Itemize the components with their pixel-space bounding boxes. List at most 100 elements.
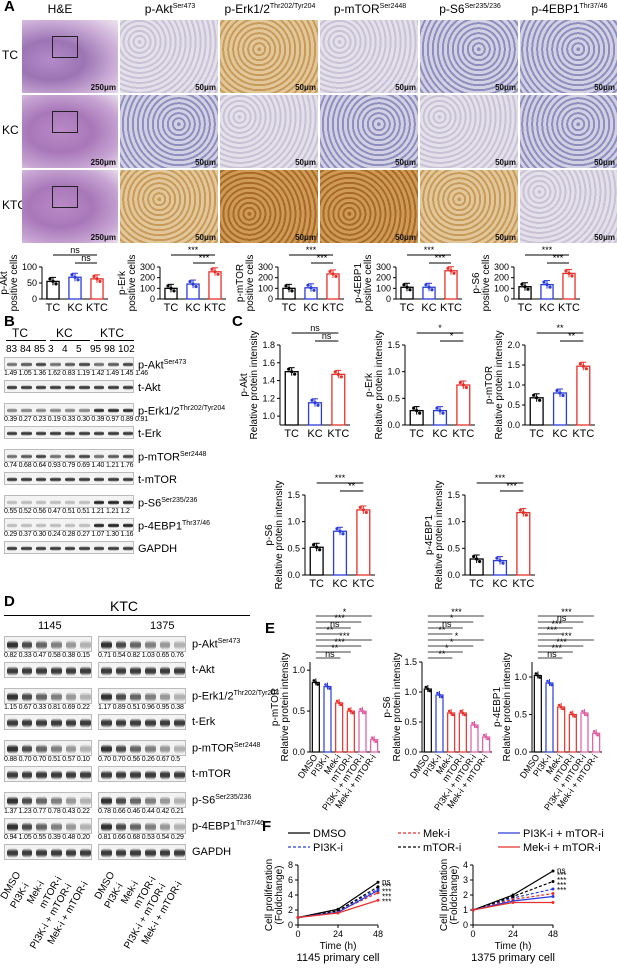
data-point — [551, 892, 555, 895]
protein-band — [93, 454, 105, 459]
protein-band — [21, 692, 33, 702]
protein-band — [36, 822, 47, 832]
data-point — [536, 674, 540, 677]
protein-band — [122, 546, 133, 551]
label-main: p-Erk1/2 — [192, 690, 234, 703]
y-tick-label: 200 — [140, 273, 155, 283]
quant-values: 1.49 1.05 1.36 1.62 0.83 1.19 1.42 1.49 … — [4, 370, 148, 377]
protein-band — [80, 848, 91, 858]
protein-band — [115, 718, 127, 728]
data-point — [471, 908, 475, 912]
protein-band — [51, 718, 62, 728]
label-main: p-mTOR — [192, 742, 234, 755]
scale-bar-label: 50μm — [594, 83, 615, 92]
data-point — [194, 284, 198, 289]
scale-bar-label: 50μm — [395, 83, 416, 92]
sig-label: *** — [495, 473, 506, 483]
blot-strip — [4, 662, 92, 678]
protein-band — [35, 385, 47, 390]
sig-label: *** — [556, 637, 567, 647]
data-point — [581, 364, 585, 368]
data-point — [370, 736, 374, 740]
protein-band — [64, 408, 76, 413]
protein-band — [7, 796, 18, 806]
y-axis-label: Cell proliferation — [264, 859, 275, 931]
protein-band — [174, 666, 185, 676]
quant-values: 1.15 0.67 0.33 0.81 0.69 0.22 — [4, 704, 90, 711]
ihc-image: 50μm — [220, 95, 318, 168]
protein-band — [35, 500, 47, 505]
data-point — [290, 370, 294, 374]
y-tick-label: 1.0 — [514, 672, 527, 682]
protein-band — [21, 523, 32, 528]
label-main: p-4EBP1 — [531, 2, 580, 16]
sig-label: *** — [547, 625, 558, 635]
sig-label: *** — [424, 245, 435, 255]
sig-label: *** — [188, 245, 199, 255]
data-point — [347, 707, 351, 711]
y-tick-label: 3 — [463, 875, 468, 885]
protein-band — [101, 848, 112, 858]
protein-band — [50, 385, 61, 390]
data-point — [464, 385, 468, 390]
scale-bar-label: 50μm — [295, 158, 316, 167]
protein-band — [21, 718, 33, 728]
bar — [356, 509, 371, 576]
data-point — [54, 282, 58, 286]
protein-band — [21, 546, 32, 551]
x-category-label: KC — [332, 578, 347, 590]
scale-bar-label: 50μm — [495, 158, 516, 167]
data-point — [216, 272, 220, 276]
protein-band — [7, 500, 18, 505]
protein-band — [36, 848, 47, 858]
protein-band — [174, 718, 185, 728]
blot-strip — [98, 844, 186, 860]
data-point — [405, 285, 409, 289]
y-tick-label: 1.5 — [404, 657, 417, 667]
legend-label: mTOR-i — [423, 842, 461, 854]
protein-band — [79, 477, 90, 482]
sig-label: ** — [331, 643, 339, 653]
protein-band — [108, 523, 119, 528]
label-superscript: Thr202/Tyr204 — [179, 405, 226, 412]
y-tick-label: 1.0 — [387, 367, 400, 377]
sig-label: *** — [557, 881, 566, 890]
y-tick-label: 0.5 — [287, 543, 300, 553]
protein-band — [7, 822, 18, 832]
protein-band — [145, 692, 156, 702]
protein-band — [108, 477, 119, 482]
protein-band — [145, 848, 156, 858]
bar — [557, 706, 566, 753]
ihc-image: 50μm — [320, 170, 418, 243]
panel-label-f: F — [262, 818, 272, 835]
sig-label: * — [450, 331, 454, 341]
data-point — [98, 279, 102, 283]
protein-band — [93, 362, 105, 367]
data-point — [424, 283, 428, 287]
data-point — [359, 707, 362, 711]
y-axis-label: p-Akt — [239, 373, 250, 397]
protein-band — [51, 692, 62, 702]
panel-f-line-charts: DMSO PI3K-i Mek-i mTOR-i PI3K-i + mTOR-i Mek-… — [264, 828, 604, 964]
protein-band — [36, 718, 47, 728]
protein-band — [21, 666, 33, 676]
data-point — [561, 707, 565, 711]
sig-label: *** — [553, 253, 564, 263]
protein-band — [130, 770, 141, 780]
y-axis-label: Relative protein intensity — [274, 481, 285, 590]
y-tick-label: 100 — [258, 283, 273, 293]
bar — [346, 710, 355, 753]
protein-band — [21, 408, 32, 413]
protein-band — [145, 770, 156, 780]
scale-bar-label: 50μm — [395, 233, 416, 242]
protein-band — [122, 385, 133, 390]
sig-label: *** — [317, 253, 328, 263]
data-point — [338, 529, 342, 533]
protein-band — [174, 822, 185, 832]
y-axis-label: p-S6 — [264, 524, 275, 546]
label-main: t-Akt — [138, 382, 161, 394]
sig-label: ns — [382, 877, 390, 886]
protein-band — [130, 822, 141, 832]
protein-band — [7, 362, 18, 367]
